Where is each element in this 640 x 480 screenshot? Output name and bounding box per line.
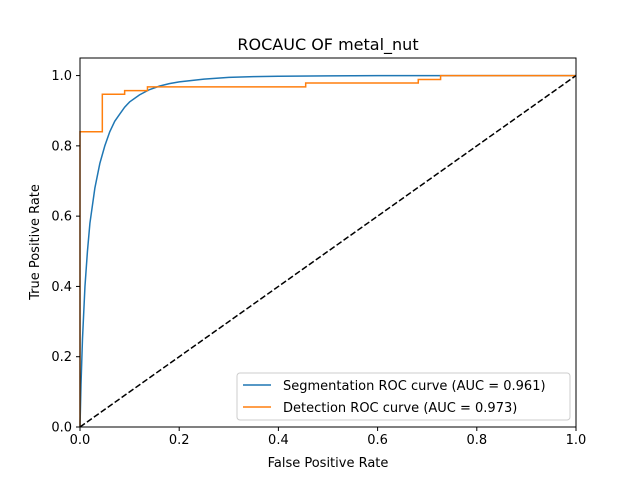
x-tick-label: 0.0 (70, 433, 91, 448)
segmentation-roc-line (79, 74, 576, 428)
legend-label-detection: Detection ROC curve (AUC = 0.973) (283, 401, 517, 416)
x-tick-label: 1.0 (566, 433, 587, 448)
legend: Segmentation ROC curve (AUC = 0.961) Det… (236, 372, 571, 421)
legend-box (236, 372, 571, 421)
y-tick-label: 0.6 (51, 210, 72, 225)
x-tick-label: 0.2 (169, 433, 190, 448)
plot-frame (79, 57, 577, 428)
x-axis-label: False Positive Rate (268, 456, 389, 471)
x-tick-label: 0.4 (268, 433, 289, 448)
x-tick-label: 0.6 (367, 433, 388, 448)
y-tick-label: 0.2 (51, 350, 72, 365)
y-axis-ticks: 0.0 0.2 0.4 0.6 0.8 1.0 (51, 69, 80, 436)
y-axis-label: True Positive Rate (28, 184, 43, 301)
chance-diagonal-line (79, 74, 577, 428)
plot-lines (79, 74, 577, 428)
x-axis-ticks: 0.0 0.2 0.4 0.6 0.8 1.0 (70, 427, 587, 448)
y-tick-label: 1.0 (51, 69, 72, 84)
legend-label-segmentation: Segmentation ROC curve (AUC = 0.961) (283, 379, 546, 394)
detection-roc-line (79, 74, 576, 427)
y-tick-label: 0.8 (51, 139, 72, 154)
x-tick-label: 0.8 (466, 433, 487, 448)
y-tick-label: 0.0 (51, 421, 72, 436)
y-tick-label: 0.4 (51, 280, 72, 295)
chart-title: ROCAUC OF metal_nut (237, 35, 418, 55)
